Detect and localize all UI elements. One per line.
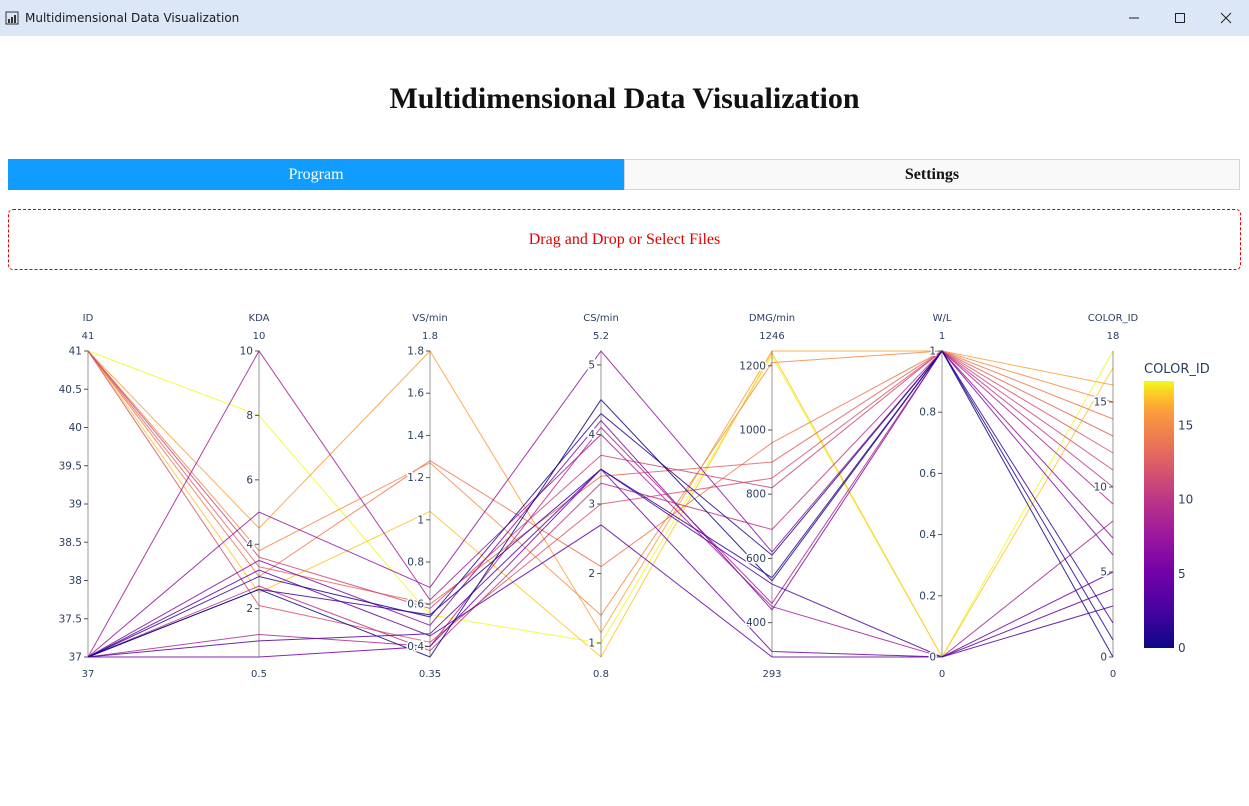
axis-tick-label-1-2: 6 — [246, 474, 253, 486]
window-titlebar: Multidimensional Data Visualization — [0, 0, 1249, 36]
axis-tick-label-1-3: 8 — [246, 410, 253, 422]
axis-tick-label-2-4: 1.2 — [407, 472, 424, 484]
axis-tick-label-0-8: 41 — [69, 346, 82, 358]
axis-title-6: COLOR_ID — [1088, 313, 1139, 324]
axis-tick-label-2-5: 1.4 — [407, 430, 424, 442]
axis-tick-label-2-0: 0.4 — [407, 641, 424, 653]
axis-max-label-1: 10 — [253, 331, 266, 342]
axis-tick-label-6-0: 0 — [1100, 652, 1107, 664]
axis-min-label-4: 293 — [762, 669, 781, 680]
maximize-button[interactable] — [1157, 0, 1203, 36]
axis-tick-label-4-3: 1000 — [739, 424, 766, 436]
axis-tick-label-0-5: 39.5 — [59, 460, 82, 472]
axis-max-label-2: 1.8 — [422, 331, 438, 342]
axis-tick-label-6-1: 5 — [1100, 567, 1107, 579]
axis-min-label-3: 0.8 — [593, 669, 609, 680]
axis-tick-label-4-2: 800 — [746, 489, 766, 501]
axis-min-label-6: 0 — [1110, 669, 1116, 680]
close-icon — [1220, 12, 1232, 24]
axis-tick-label-0-4: 39 — [69, 499, 82, 511]
axis-tick-label-0-2: 38 — [69, 575, 82, 587]
chart-icon — [5, 11, 19, 25]
axis-title-5: W/L — [933, 313, 952, 324]
axis-max-label-4: 1246 — [759, 331, 784, 342]
close-button[interactable] — [1203, 0, 1249, 36]
axis-max-label-6: 18 — [1107, 331, 1120, 342]
minimize-icon — [1129, 17, 1139, 19]
axis-tick-label-2-2: 0.8 — [407, 557, 424, 569]
axis-tick-label-0-3: 38.5 — [59, 537, 82, 549]
page-title: Multidimensional Data Visualization — [389, 82, 860, 115]
axis-tick-label-3-1: 2 — [588, 568, 595, 580]
axis-tick-label-2-7: 1.8 — [407, 346, 424, 358]
axis-tick-label-4-4: 1200 — [739, 360, 766, 372]
axis-max-label-3: 5.2 — [593, 331, 609, 342]
colorbar-title: COLOR_ID — [1144, 362, 1210, 377]
axis-title-3: CS/min — [583, 313, 619, 324]
axis-tick-label-0-6: 40 — [69, 422, 82, 434]
axis-title-0: ID — [83, 313, 94, 324]
axis-tick-label-5-3: 0.6 — [919, 468, 936, 480]
axis-tick-label-0-7: 40.5 — [59, 384, 82, 396]
axis-title-2: VS/min — [412, 313, 447, 324]
colorbar-tick-label-3: 15 — [1178, 419, 1193, 433]
axis-tick-label-4-0: 400 — [746, 617, 766, 629]
axis-tick-label-2-3: 1 — [417, 514, 424, 526]
colorbar-tick-label-1: 5 — [1178, 567, 1186, 581]
file-upload-dropzone[interactable]: Drag and Drop or Select Files — [8, 209, 1241, 270]
colorbar-tick-label-2: 10 — [1178, 493, 1193, 507]
axis-title-4: DMG/min — [749, 313, 795, 324]
maximize-icon — [1175, 13, 1185, 23]
axis-tick-label-5-0: 0 — [929, 652, 936, 664]
axis-tick-label-2-1: 0.6 — [407, 599, 424, 611]
tab-settings[interactable]: Settings — [624, 159, 1240, 190]
axis-max-label-5: 1 — [939, 331, 945, 342]
axis-tick-label-4-1: 600 — [746, 553, 766, 565]
axis-tick-label-3-0: 1 — [588, 638, 595, 650]
axis-tick-label-5-2: 0.4 — [919, 529, 936, 541]
axis-tick-label-1-4: 10 — [240, 346, 253, 358]
axis-min-label-2: 0.35 — [419, 669, 441, 680]
axis-min-label-0: 37 — [82, 669, 95, 680]
axis-min-label-5: 0 — [939, 669, 945, 680]
axis-tick-label-5-4: 0.8 — [919, 407, 936, 419]
window-title: Multidimensional Data Visualization — [25, 11, 240, 25]
axis-tick-label-3-4: 5 — [588, 359, 595, 371]
axis-title-1: KDA — [249, 313, 270, 324]
colorbar-tick-label-0: 0 — [1178, 641, 1186, 655]
axis-tick-label-3-3: 4 — [588, 429, 595, 441]
tab-program[interactable]: Program — [8, 159, 624, 190]
axis-max-label-0: 41 — [82, 331, 95, 342]
axis-tick-label-0-0: 37 — [69, 652, 82, 664]
axis-tick-label-1-1: 4 — [246, 539, 253, 551]
axis-tick-label-6-3: 15 — [1094, 397, 1107, 409]
upload-label: Drag and Drop or Select Files — [528, 230, 721, 248]
axis-tick-label-3-2: 3 — [588, 499, 595, 511]
axis-tick-label-2-6: 1.6 — [407, 388, 424, 400]
axis-tick-label-0-1: 37.5 — [59, 613, 82, 625]
axis-tick-label-1-0: 2 — [246, 603, 253, 615]
minimize-button[interactable] — [1111, 0, 1157, 36]
colorbar — [1144, 381, 1174, 648]
axis-tick-label-5-5: 1 — [929, 346, 936, 358]
parallel-coordinates-chart[interactable]: ID41373737.53838.53939.54040.541KDA100.5… — [0, 290, 1249, 700]
axis-tick-label-5-1: 0.2 — [919, 590, 936, 602]
axis-min-label-1: 0.5 — [251, 669, 267, 680]
tab-bar: Program Settings — [8, 159, 1240, 190]
axis-tick-label-6-2: 10 — [1094, 482, 1107, 494]
